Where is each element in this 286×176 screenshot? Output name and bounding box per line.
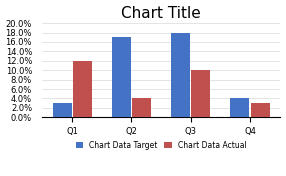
- Bar: [73, 61, 92, 117]
- Bar: [191, 70, 210, 117]
- Bar: [231, 99, 249, 117]
- Bar: [112, 37, 131, 117]
- Bar: [132, 99, 151, 117]
- Bar: [171, 33, 190, 117]
- Title: Chart Title: Chart Title: [121, 6, 201, 21]
- Legend: Chart Data Target, Chart Data Actual: Chart Data Target, Chart Data Actual: [73, 138, 249, 153]
- Bar: [53, 103, 72, 117]
- Bar: [251, 103, 270, 117]
